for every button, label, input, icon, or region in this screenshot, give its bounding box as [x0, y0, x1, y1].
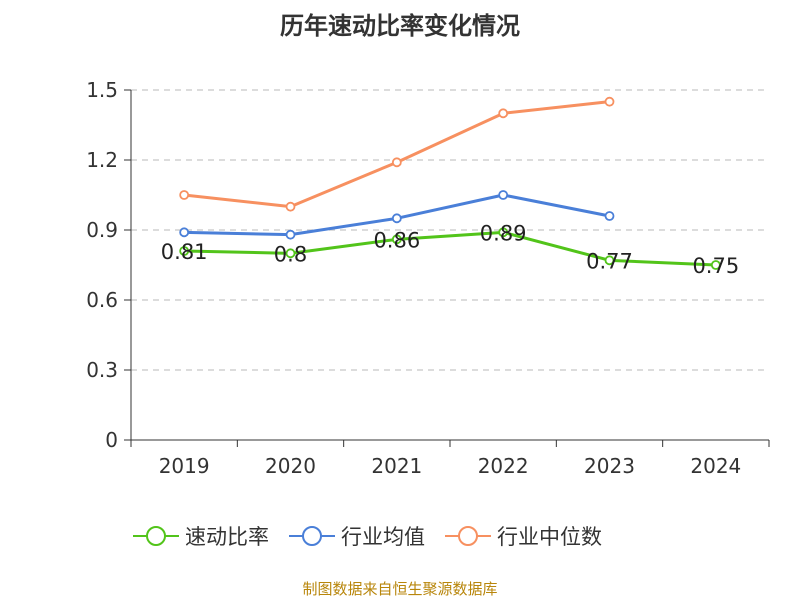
data-point — [604, 255, 615, 266]
x-tick-label: 2024 — [690, 454, 741, 478]
legend-item-quick-ratio[interactable]: 速动比率 — [133, 521, 269, 551]
data-point — [498, 227, 509, 238]
data-label: 0.89 — [480, 221, 527, 245]
x-tick-label: 2021 — [371, 454, 422, 478]
x-tick-label: 2023 — [584, 454, 635, 478]
legend-label: 速动比率 — [185, 525, 269, 549]
data-source-note: 制图数据来自恒生聚源数据库 — [302, 580, 498, 598]
data-label: 0.86 — [373, 228, 420, 252]
y-tick-label: 0.9 — [86, 218, 118, 242]
data-point — [285, 201, 296, 212]
x-tick-label: 2020 — [265, 454, 316, 478]
data-point — [710, 260, 721, 270]
series-line-2 — [184, 100, 610, 209]
legend-line-marker-icon — [133, 526, 179, 546]
data-point — [498, 190, 509, 200]
data-label: 0.8 — [274, 242, 307, 266]
legend-label: 行业均值 — [341, 525, 425, 549]
y-tick-label: 0 — [105, 428, 118, 452]
data-point — [285, 248, 296, 259]
series-line-0 — [184, 230, 716, 267]
data-label: 0.75 — [692, 254, 739, 278]
data-point — [604, 211, 615, 221]
legend-line-marker-icon — [445, 526, 491, 546]
legend-item-industry-median[interactable]: 行业中位数 — [445, 521, 602, 551]
data-point — [179, 246, 190, 256]
y-tick-label: 1.5 — [86, 78, 118, 102]
legend-label: 行业中位数 — [497, 525, 602, 549]
data-point — [179, 190, 190, 200]
data-point — [179, 227, 190, 238]
y-tick-label: 0.6 — [86, 288, 118, 312]
x-tick-label: 2019 — [159, 454, 210, 478]
data-point — [391, 234, 402, 245]
chart-title: 历年速动比率变化情况 — [280, 12, 520, 40]
data-point — [391, 213, 402, 224]
data-point — [498, 108, 509, 119]
y-tick-label: 0.3 — [86, 358, 118, 382]
data-label: 0.81 — [161, 240, 208, 264]
legend: 速动比率 行业均值 行业中位数 — [133, 521, 622, 551]
data-point — [391, 157, 402, 168]
data-label: 0.77 — [586, 249, 633, 273]
x-tick-label: 2022 — [478, 454, 529, 478]
data-point — [604, 96, 615, 107]
data-point — [285, 229, 296, 240]
legend-line-marker-icon — [289, 526, 335, 546]
legend-item-industry-average[interactable]: 行业均值 — [289, 521, 425, 551]
y-tick-label: 1.2 — [86, 148, 118, 172]
